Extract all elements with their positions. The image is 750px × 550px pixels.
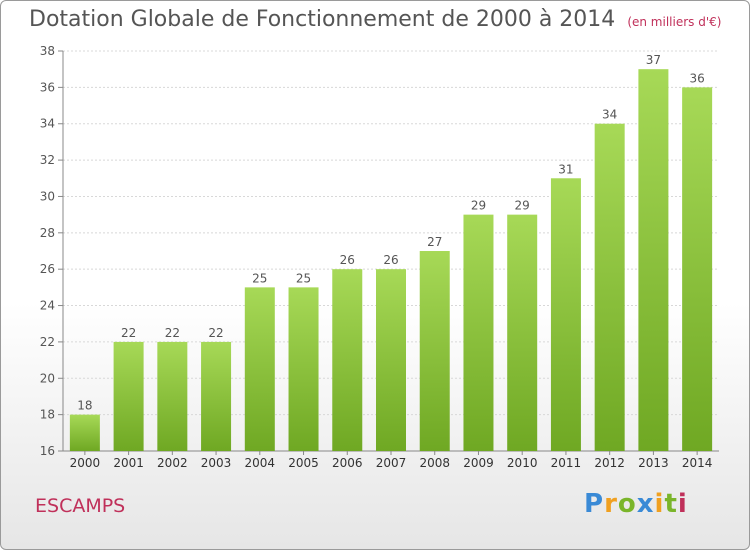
- x-tick-label: 2003: [201, 456, 232, 470]
- data-label-2013: 37: [646, 53, 661, 67]
- bar-2007: [376, 269, 406, 451]
- chart-subtitle: (en milliers d'€): [627, 15, 722, 29]
- bar-2010: [507, 214, 538, 451]
- data-label-2010: 29: [515, 199, 530, 213]
- bar-2000: [69, 414, 100, 451]
- data-label-2008: 27: [427, 235, 442, 249]
- x-tick-label: 2014: [682, 456, 713, 470]
- y-tick-label: 24: [40, 299, 55, 313]
- y-tick-label: 20: [40, 371, 55, 385]
- logo-letter: P: [584, 489, 605, 519]
- y-tick-label: 30: [40, 189, 55, 203]
- x-tick-labels: 2000 2001 2002 2003 2004 2005 2006 2007 2008 2009…: [70, 456, 713, 470]
- bar-2005: [288, 287, 319, 451]
- data-label-2014: 36: [689, 71, 704, 85]
- bar-2013: [638, 69, 669, 451]
- y-tick-label: 16: [40, 444, 55, 458]
- x-tick-label: 2005: [288, 456, 319, 470]
- x-tick-label: 2002: [157, 456, 188, 470]
- bar-2003: [201, 341, 232, 451]
- bars: [69, 69, 713, 452]
- x-tick-label: 2001: [113, 456, 144, 470]
- data-labels: 18 22 22 22 25 25 26 26 27 29 29 31 34 37 36: [77, 53, 705, 412]
- y-tick-labels: 16 18 20 22 24 26 28 30 32 34 36 38: [40, 44, 55, 458]
- y-tick-label: 38: [40, 44, 55, 58]
- logo-letter: i: [677, 489, 688, 519]
- chart-title-text: Dotation Globale de Fonctionnement de 20…: [29, 7, 616, 32]
- x-tick-label: 2004: [245, 456, 276, 470]
- x-tick-label: 2009: [463, 456, 494, 470]
- data-label-2006: 26: [340, 253, 355, 267]
- x-tick-label: 2006: [332, 456, 363, 470]
- proxiti-logo: Proxiti: [584, 489, 688, 519]
- x-tick-label: 2000: [70, 456, 101, 470]
- logo-letter: o: [617, 489, 637, 519]
- y-tick-label: 18: [40, 408, 55, 422]
- data-label-2003: 22: [208, 326, 223, 340]
- y-tick-label: 34: [40, 117, 55, 131]
- x-tick-label: 2008: [419, 456, 450, 470]
- data-label-2000: 18: [77, 399, 92, 413]
- bar-2002: [157, 341, 188, 451]
- chart-title: Dotation Globale de Fonctionnement de 20…: [29, 7, 721, 32]
- data-label-2011: 31: [558, 162, 573, 176]
- x-tick-label: 2013: [638, 456, 669, 470]
- x-tick-label: 2011: [551, 456, 582, 470]
- data-label-2004: 25: [252, 271, 267, 285]
- data-label-2007: 26: [383, 253, 398, 267]
- x-tick-label: 2012: [594, 456, 625, 470]
- x-tick-label: 2007: [376, 456, 407, 470]
- commune-name: ESCAMPS: [35, 495, 126, 517]
- bar-2012: [594, 123, 625, 452]
- data-label-2002: 22: [165, 326, 180, 340]
- bar-2004: [244, 287, 275, 451]
- data-label-2005: 25: [296, 271, 311, 285]
- bar-2008: [419, 251, 450, 451]
- x-tick-label: 2010: [507, 456, 538, 470]
- bar-2011: [550, 178, 581, 452]
- bar-2006: [332, 269, 363, 451]
- y-tick-label: 32: [40, 153, 55, 167]
- logo-letter: t: [664, 489, 678, 519]
- y-tick-label: 28: [40, 226, 55, 240]
- logo-letter: i: [654, 489, 665, 519]
- bar-2009: [463, 214, 494, 451]
- data-label-2001: 22: [121, 326, 136, 340]
- data-label-2012: 34: [602, 108, 617, 122]
- bar-2001: [113, 341, 144, 451]
- y-tick-label: 26: [40, 262, 55, 276]
- y-tick-label: 22: [40, 335, 55, 349]
- logo-letter: r: [604, 489, 618, 519]
- data-label-2009: 29: [471, 199, 486, 213]
- logo-letter: x: [636, 489, 655, 519]
- y-tick-label: 36: [40, 80, 55, 94]
- bar-2014: [682, 87, 713, 451]
